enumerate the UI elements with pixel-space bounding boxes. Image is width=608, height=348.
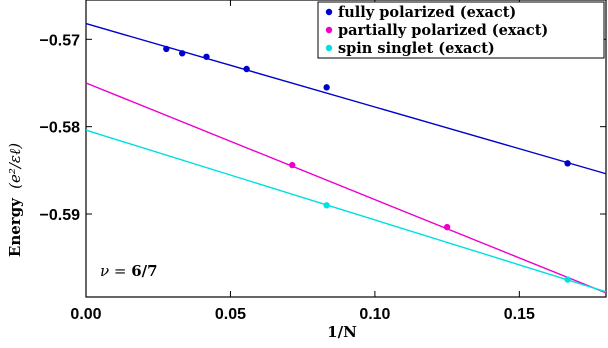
y-tick-label: −0.58 [40, 120, 81, 137]
data-point-spin-singlet [323, 202, 330, 209]
data-point-spin-singlet [564, 276, 571, 283]
y-axis-label-main: Energy [6, 197, 24, 257]
legend-label-fully-polarized: fully polarized (exact) [338, 4, 516, 21]
data-point-partially-polarized [289, 161, 296, 169]
y-axis-label: Energy (e²/εℓ) [6, 143, 24, 257]
x-tick-label: 0.15 [504, 306, 535, 323]
x-tick-label: 0.10 [359, 306, 390, 323]
legend-label-spin-singlet: spin singlet (exact) [338, 40, 495, 57]
fit-line-partially-polarized [85, 82, 607, 294]
data-point-fully-polarized [179, 50, 186, 57]
svg-text:Energy (e²/εℓ): Energy (e²/εℓ) [6, 143, 24, 257]
data-point-fully-polarized [203, 53, 210, 60]
fit-line-spin-singlet [85, 129, 607, 293]
nu-annotation-value: 6/7 [131, 262, 157, 280]
data-point-fully-polarized [323, 84, 330, 91]
data-point-fully-polarized [564, 160, 571, 167]
fit-line-fully-polarized [85, 22, 607, 175]
y-tick-label: −0.57 [40, 32, 81, 49]
nu-annotation: ν = 6/7 [100, 262, 158, 280]
tick-labels: 0.00 0.05 0.10 0.15 −0.57 −0.58 −0.59 [40, 32, 535, 323]
legend-marker-fully-polarized [325, 8, 333, 16]
data-point-partially-polarized [443, 223, 451, 231]
nu-annotation-prefix: ν = [100, 262, 131, 280]
x-tick-label: 0.00 [70, 306, 101, 323]
y-tick-label: −0.59 [40, 207, 81, 224]
y-axis-label-unit: (e²/εℓ) [6, 143, 24, 189]
data-point-fully-polarized [243, 65, 250, 73]
legend: fully polarized (exact) partially polari… [317, 1, 605, 59]
legend-box [317, 1, 605, 59]
legend-marker-spin-singlet [325, 44, 333, 52]
x-axis-label: 1/N [327, 323, 357, 341]
fit-lines [85, 22, 607, 294]
data-point-fully-polarized [163, 45, 170, 53]
legend-label-partially-polarized: partially polarized (exact) [338, 22, 548, 39]
data-markers [163, 45, 571, 283]
legend-marker-partially-polarized [325, 26, 333, 34]
x-tick-label: 0.05 [215, 306, 246, 323]
